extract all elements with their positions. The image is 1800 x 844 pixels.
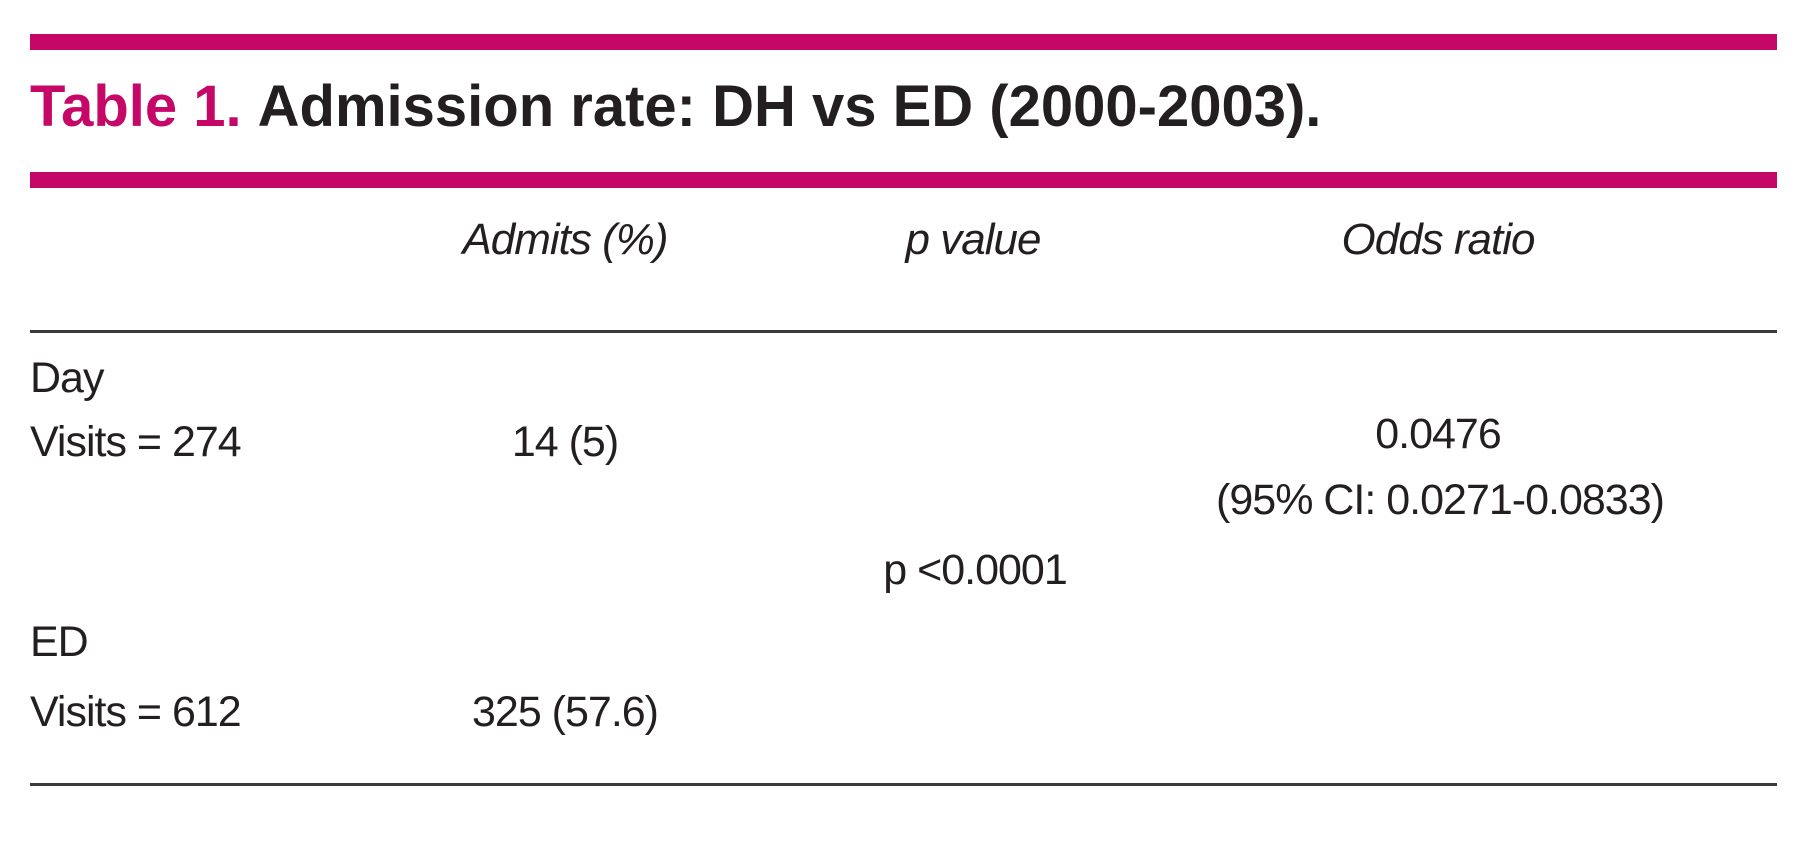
row-day-visits-label: Visits = 274 (30, 418, 242, 466)
title-bottom-accent-rule (30, 172, 1777, 188)
row-ed-visits-label: Visits = 612 (30, 688, 242, 736)
column-header-odds-ratio: Odds ratio (1341, 215, 1536, 264)
row-ed-group-label: ED (30, 618, 89, 666)
shared-p-value: p <0.0001 (883, 546, 1067, 594)
column-header-p-value: p value (905, 215, 1042, 264)
row-ed-admits-value: 325 (57.6) (471, 688, 659, 736)
column-header-admits: Admits (%) (462, 215, 668, 264)
row-day-admits-value: 14 (5) (511, 418, 619, 466)
row-day-group-label: Day (30, 354, 104, 402)
table-title-text: Admission rate: DH vs ED (2000-2003). (257, 74, 1322, 139)
row-day-odds-ratio-ci: (95% CI: 0.0271-0.0833) (1216, 476, 1665, 524)
row-day-odds-ratio-value: 0.0476 (1375, 410, 1502, 458)
top-accent-rule (30, 34, 1777, 50)
table-bottom-rule (30, 783, 1777, 786)
header-divider-rule (30, 330, 1777, 333)
table-title-number: Table 1. (30, 74, 242, 139)
table-title: Table 1. Admission rate: DH vs ED (2000-2… (30, 78, 1321, 136)
